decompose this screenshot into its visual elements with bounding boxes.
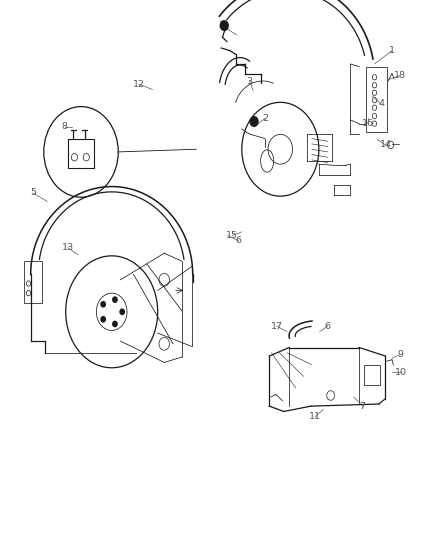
Text: 2: 2 xyxy=(218,21,224,30)
Circle shape xyxy=(113,321,117,327)
Text: 17: 17 xyxy=(271,322,283,330)
Circle shape xyxy=(101,317,106,322)
Text: 6: 6 xyxy=(236,237,242,245)
Text: 11: 11 xyxy=(309,413,321,421)
Circle shape xyxy=(113,297,117,302)
Circle shape xyxy=(101,302,106,307)
Text: 16: 16 xyxy=(362,119,374,128)
Text: 5: 5 xyxy=(30,189,36,197)
Text: 7: 7 xyxy=(360,402,366,410)
Text: 6: 6 xyxy=(325,322,331,330)
Bar xyxy=(68,139,94,168)
Text: 12: 12 xyxy=(133,80,145,88)
Text: 3: 3 xyxy=(247,77,253,85)
Bar xyxy=(366,67,387,132)
Bar xyxy=(24,261,42,303)
Text: 1: 1 xyxy=(389,46,395,55)
Text: 14: 14 xyxy=(379,141,392,149)
Text: 8: 8 xyxy=(62,123,68,131)
Circle shape xyxy=(120,309,124,314)
Text: 10: 10 xyxy=(395,368,407,376)
Circle shape xyxy=(250,117,258,126)
Text: 15: 15 xyxy=(226,231,238,240)
Circle shape xyxy=(220,21,228,30)
Text: 9: 9 xyxy=(398,350,404,359)
Text: 2: 2 xyxy=(262,114,268,123)
Text: 13: 13 xyxy=(62,244,74,252)
Text: 18: 18 xyxy=(393,71,406,80)
Bar xyxy=(364,365,380,385)
Text: 4: 4 xyxy=(378,100,384,108)
